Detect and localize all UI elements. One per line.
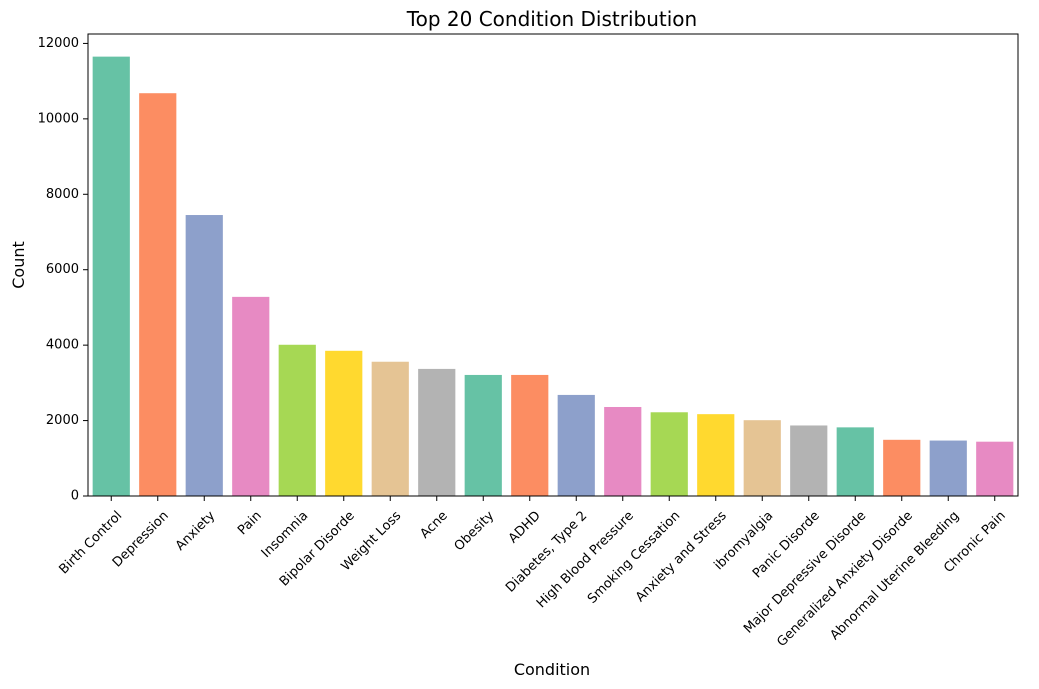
plot-frame [87, 33, 1019, 497]
x-tick-label: Obesity [452, 508, 498, 554]
bar-insomnia [278, 344, 316, 496]
bar-major-depressive-disorde [836, 427, 874, 496]
y-tick-label: 12000 [38, 36, 79, 51]
y-tick-label: 4000 [46, 338, 79, 353]
bar-obesity [464, 374, 502, 496]
x-tick-label: ADHD [506, 508, 544, 546]
bar-birth-control [92, 56, 130, 496]
bar-generalized-anxiety-disorde [883, 439, 921, 496]
x-tick-label: Pain [235, 508, 265, 538]
bar-weight-loss [371, 361, 409, 496]
bar-adhd [511, 374, 549, 496]
bar-chronic-pain [976, 441, 1014, 496]
bar-pain [232, 296, 270, 496]
y-axis-label: Count [9, 241, 28, 289]
bar-diabetes-type-2 [557, 394, 595, 496]
y-tick-label: 2000 [46, 413, 79, 428]
x-tick-label: Anxiety [173, 508, 219, 554]
bar-depression [139, 93, 177, 496]
bars [92, 56, 1014, 496]
y-tick-label: 8000 [46, 187, 79, 202]
bar-panic-disorde [790, 425, 828, 496]
chart-title: Top 20 Condition Distribution [406, 7, 697, 31]
bar-acne [418, 368, 456, 496]
y-tick-label: 0 [71, 489, 79, 504]
x-tick-label: Acne [418, 508, 451, 541]
bar-bipolar-disorde [325, 350, 363, 496]
x-tick-label: Smoking Cessation [585, 508, 683, 606]
y-tick-label: 10000 [38, 111, 79, 126]
bar-anxiety [185, 215, 223, 496]
x-axis-label: Condition [514, 660, 590, 679]
y-axis: 0 2000 4000 6000 8000 10000 12000 [38, 36, 88, 504]
bar-ibromyalgia [743, 420, 781, 496]
bar-anxiety-and-stress [697, 414, 735, 496]
x-tick-label: Anxiety and Stress [633, 508, 730, 605]
x-tick-label: Diabetes, Type 2 [503, 508, 590, 595]
bar-smoking-cessation [650, 412, 688, 496]
y-tick-label: 6000 [46, 262, 79, 277]
x-tick-label: Birth Control [56, 508, 125, 577]
bar-high-blood-pressure [604, 406, 642, 496]
bar-abnormal-uterine-bleeding [929, 440, 967, 496]
